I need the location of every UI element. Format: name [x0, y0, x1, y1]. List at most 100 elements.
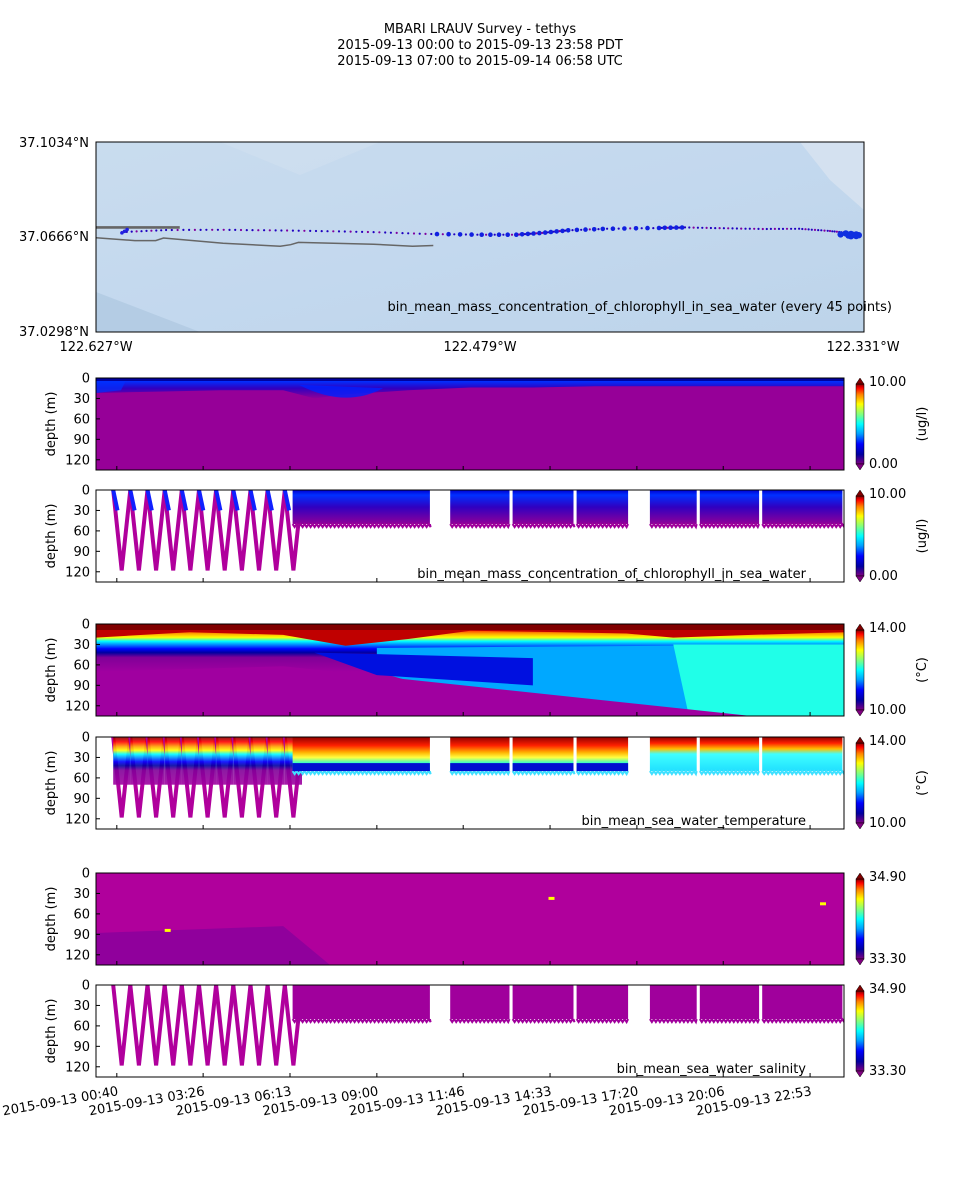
shallow-profile-block — [450, 985, 510, 1020]
colorbar-gradient — [855, 383, 865, 465]
map-track-point — [372, 231, 375, 234]
map-track-point — [349, 230, 352, 233]
shallow-profile-edge — [575, 769, 629, 777]
map-track-point — [389, 231, 392, 234]
map-track-point — [565, 228, 571, 233]
shallow-profile-edge — [291, 522, 432, 529]
panel-frame — [95, 984, 845, 1078]
map-track-point — [718, 227, 721, 230]
colorbar-max-label: 14.00 — [869, 734, 906, 749]
shallow-profile-block — [576, 985, 629, 1020]
panel-temperature-gridded: 0 30 60 90 120 depth (m) 14.00 10.00 (°C) — [44, 618, 930, 719]
deep-dive-temp-band — [199, 737, 217, 785]
map-track-point — [705, 226, 708, 229]
sal-anomaly-mark — [548, 896, 555, 900]
deep-dive-profile — [145, 985, 167, 1066]
deep-dive-profile — [145, 490, 167, 571]
map-track-point — [753, 227, 756, 230]
panel-frame — [95, 377, 845, 471]
map-track-point — [430, 232, 433, 236]
colorbar-min-arrow — [855, 822, 865, 830]
deep-dive-profile — [231, 985, 253, 1066]
map-lat-label-bottom: 37.0298°N — [19, 325, 89, 340]
deep-dive-chl-top — [282, 490, 292, 511]
depth-tick-label: 30 — [73, 887, 90, 902]
map-track-point — [790, 227, 793, 230]
map-track-point — [286, 229, 289, 232]
map-track-point — [514, 232, 519, 237]
map-track-point — [140, 230, 143, 233]
map-end-point — [837, 231, 844, 238]
map-track-point — [150, 229, 153, 232]
colorbar-min-arrow — [855, 575, 865, 583]
depth-tick-label: 60 — [73, 524, 90, 539]
map-track-point — [320, 230, 323, 233]
map-track-point — [337, 230, 341, 233]
colorbar-units-label: (ug/l) — [915, 519, 930, 554]
shallow-profile-block — [649, 737, 697, 772]
map-track-point — [807, 228, 810, 231]
map-track-point — [558, 230, 561, 233]
map-track-point — [672, 226, 675, 229]
depth-tick-label: 0 — [82, 731, 90, 746]
map-track-point — [574, 227, 580, 233]
map-track-point — [794, 227, 797, 230]
colorbar-max-arrow — [855, 736, 865, 744]
shallow-profile-block — [762, 490, 843, 525]
deep-dive-profile — [265, 490, 287, 571]
shallow-profile-edge — [698, 1017, 761, 1025]
map-frame — [95, 141, 865, 333]
map-track-point — [412, 232, 416, 235]
chl-bloom-patch — [298, 384, 384, 398]
shallow-profile-edge — [649, 522, 698, 530]
map-track-point — [765, 227, 768, 231]
map-lon-label-mid: 122.479°W — [443, 340, 516, 355]
map-track-point — [274, 229, 277, 232]
deep-dive-profile — [128, 490, 150, 571]
shallow-profile-edge — [449, 522, 511, 530]
depth-tick-label: 30 — [73, 504, 90, 519]
map-track-point — [826, 229, 829, 232]
panel-body — [96, 624, 844, 716]
map-track-point — [182, 228, 185, 231]
map-track-point — [798, 227, 801, 230]
map-track-point — [505, 232, 511, 237]
map-track — [120, 225, 862, 240]
map-track-point — [193, 228, 196, 231]
panel-salinity-gridded: 0 30 60 90 120 depth (m) 34.90 33.30 — [44, 867, 906, 968]
map-track-point — [727, 227, 730, 230]
colorbar-max-arrow — [855, 377, 865, 385]
map-track-point — [453, 233, 456, 236]
map-track-point — [234, 228, 237, 231]
map-start-point — [125, 227, 129, 232]
depth-tick-label: 90 — [73, 545, 90, 560]
temp-deep-wedge — [96, 666, 752, 716]
deep-dive-profile — [179, 985, 201, 1066]
map-track-point — [668, 225, 673, 230]
deep-dive-profile — [162, 490, 184, 571]
map-track-point — [309, 229, 312, 232]
colorbar-gradient — [855, 742, 865, 824]
deep-dive-profile — [214, 490, 236, 571]
shallow-profile-edge — [575, 1017, 629, 1025]
section-panels: 0 30 60 90 120 depth (m) 10.00 0.00 (ug/l) 0 30 60 9… — [44, 372, 930, 1080]
map-track-point — [263, 229, 266, 232]
map-lat-label-top: 37.1034°N — [19, 136, 89, 151]
map-track-point — [801, 227, 804, 231]
depth-tick-label: 30 — [73, 392, 90, 407]
depth-tick-label: 120 — [65, 699, 90, 714]
depth-axis-label: depth (m) — [44, 887, 59, 952]
depth-tick-label: 120 — [65, 1060, 90, 1075]
colorbar-min-label: 0.00 — [869, 569, 898, 584]
shallow-profile-block — [649, 985, 697, 1020]
map-track-point — [326, 230, 329, 233]
deep-dive-chl-top — [128, 490, 137, 511]
colorbar-units-label: (ug/l) — [915, 407, 930, 442]
map-track-point — [583, 227, 588, 232]
map-track-point — [781, 227, 785, 230]
depth-tick-label: 0 — [82, 372, 90, 387]
deep-dive-temp-band — [130, 737, 148, 785]
chl-deep-field — [96, 378, 844, 470]
map-track-point — [552, 230, 555, 233]
map-track-point — [660, 226, 664, 229]
